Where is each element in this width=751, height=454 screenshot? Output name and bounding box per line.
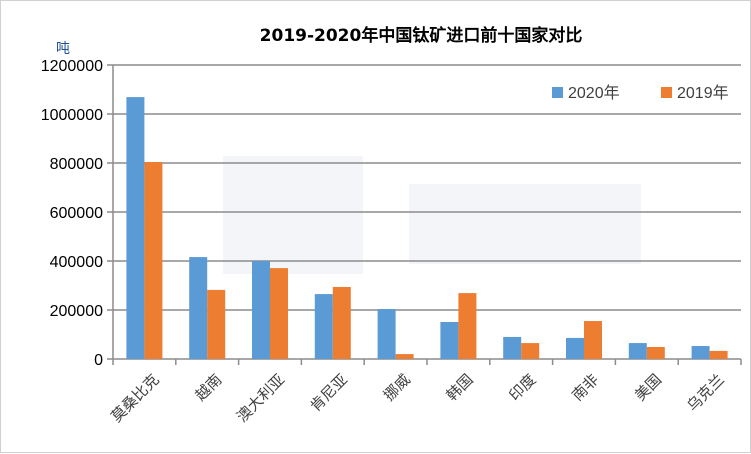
bar-2019 <box>270 268 288 359</box>
y-tick-label: 1200000 <box>41 58 103 75</box>
x-category-label: 印度 <box>506 371 540 405</box>
bar-2020 <box>377 309 396 359</box>
x-category-label: 韩国 <box>443 371 477 405</box>
bar-2020 <box>440 322 459 359</box>
y-tick-label: 800000 <box>50 156 103 173</box>
x-category-label: 美国 <box>631 371 665 405</box>
chart-title: 2019-2020年中国钛矿进口前十国家对比 <box>260 25 583 46</box>
watermark-text <box>409 184 641 264</box>
x-category-label: 越南 <box>192 371 226 405</box>
bar-2019 <box>207 289 226 359</box>
legend-swatch <box>661 87 672 98</box>
y-tick-label: 0 <box>94 352 103 369</box>
bar-2019 <box>332 286 351 359</box>
bar-2020 <box>628 343 647 359</box>
bar-2019 <box>395 354 414 359</box>
x-category-label: 莫桑比克 <box>107 371 162 426</box>
bar-2020 <box>252 261 270 359</box>
x-category-label: 乌克兰 <box>683 371 728 416</box>
legend-swatch <box>552 87 563 98</box>
x-category-label: 南非 <box>568 371 602 405</box>
bar-2019 <box>458 293 477 359</box>
bar-2020 <box>503 336 522 359</box>
y-tick-label: 600000 <box>50 205 103 222</box>
bar-2019 <box>144 162 163 359</box>
y-tick-label: 200000 <box>50 303 103 320</box>
y-tick-label: 400000 <box>50 254 103 271</box>
bar-2019 <box>646 346 665 359</box>
x-category-label: 肯尼亚 <box>306 371 351 416</box>
x-category-label: 澳大利亚 <box>233 371 288 426</box>
bar-2020 <box>566 337 584 359</box>
bar-2019 <box>521 343 540 359</box>
bar-2020 <box>126 97 145 359</box>
y-axis-unit: 吨 <box>56 41 70 57</box>
bar-2020 <box>189 257 208 359</box>
watermark-logo <box>223 156 363 274</box>
x-category-label: 挪威 <box>380 371 414 405</box>
bar-2019 <box>709 350 728 359</box>
legend-label: 2020年 <box>568 84 620 102</box>
legend-label: 2019年 <box>677 84 729 102</box>
bar-2020 <box>691 346 710 359</box>
bar-2019 <box>584 321 602 359</box>
bar-2020 <box>314 294 333 359</box>
y-tick-label: 1000000 <box>41 107 103 124</box>
